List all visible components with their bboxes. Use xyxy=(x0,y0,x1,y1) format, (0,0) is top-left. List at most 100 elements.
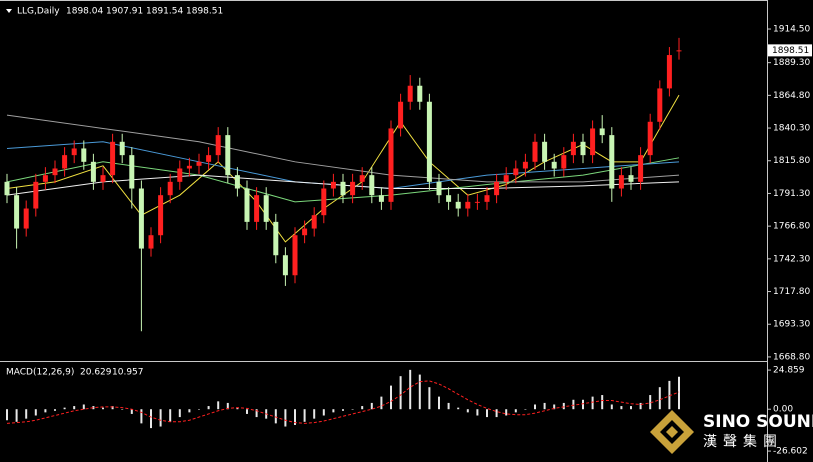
macd-bar xyxy=(6,409,8,421)
macd-title: MACD(12,26,9) xyxy=(6,368,74,378)
y-tick-label: 1668.80 xyxy=(773,352,810,362)
macd-bar xyxy=(332,409,335,413)
macd-bar xyxy=(54,409,56,411)
macd-bar xyxy=(658,387,661,410)
macd-bar xyxy=(15,409,18,422)
candle-body xyxy=(369,175,375,196)
y-tick-label: -26.602 xyxy=(773,447,808,457)
y-tick-label: 1840.30 xyxy=(773,124,810,134)
candle-body xyxy=(388,128,394,202)
candle-body xyxy=(129,155,135,189)
candle-body xyxy=(446,195,452,202)
macd-bar xyxy=(591,396,594,410)
candle-body xyxy=(215,135,221,156)
macd-bar xyxy=(495,409,498,418)
macd-bar xyxy=(130,409,133,414)
macd-bar xyxy=(322,409,325,416)
candle-body xyxy=(561,155,567,169)
macd-bar xyxy=(159,409,162,427)
macd-bar xyxy=(649,395,652,410)
candle-body xyxy=(138,188,144,249)
candle-body xyxy=(551,161,557,169)
macd-bar xyxy=(543,402,546,410)
y-tick-label: 1791.30 xyxy=(773,189,810,199)
candle-body xyxy=(484,195,490,202)
macd-bar xyxy=(476,409,479,416)
macd-bar xyxy=(466,409,469,413)
candle-body xyxy=(657,88,663,122)
macd-bar xyxy=(246,409,248,414)
macd-bar xyxy=(351,409,354,410)
candle-body xyxy=(436,181,442,196)
candle-body xyxy=(186,165,192,169)
candle-body xyxy=(455,201,461,209)
chart-title: LLG,Daily xyxy=(17,7,60,17)
candle-body xyxy=(148,235,154,249)
y-tick-label: 1742.30 xyxy=(773,254,810,264)
macd-bar xyxy=(82,404,85,410)
candle-body xyxy=(666,55,672,89)
y-tick-label: 1864.80 xyxy=(773,91,810,101)
macd-bar xyxy=(486,409,488,418)
y-tick-label: 24.859 xyxy=(773,366,805,376)
macd-bar xyxy=(226,402,229,410)
signal-value: 10.957 xyxy=(112,368,144,378)
macd-bar xyxy=(217,401,220,410)
macd-bar xyxy=(514,409,517,413)
open-value: 1898.04 xyxy=(66,7,103,17)
candle-body xyxy=(618,175,624,189)
candle-body xyxy=(494,181,500,196)
candle-body xyxy=(465,201,471,209)
macd-bar xyxy=(169,409,172,422)
candle-body xyxy=(206,155,212,162)
candle-body xyxy=(90,161,96,182)
candle-body xyxy=(273,221,279,256)
collapse-icon xyxy=(6,9,12,13)
candle-body xyxy=(158,195,164,236)
macd-bar xyxy=(25,409,28,419)
macd-bar xyxy=(361,406,364,410)
macd-bar xyxy=(409,369,412,410)
macd-value: 20.629 xyxy=(80,368,112,378)
candle-body xyxy=(542,141,548,162)
candle-body xyxy=(522,161,528,169)
candle-body xyxy=(311,215,317,229)
macd-bar xyxy=(572,399,575,410)
candle-body xyxy=(359,175,365,182)
y-tick-label: 1889.30 xyxy=(773,58,810,68)
price-label-box xyxy=(768,44,812,57)
macd-bar xyxy=(418,374,421,410)
logo-chinese: 漢聲集團 xyxy=(703,433,783,450)
candle-body xyxy=(532,141,538,162)
candle-body xyxy=(599,128,605,136)
macd-bar xyxy=(601,395,604,410)
y-tick-label: 1693.30 xyxy=(773,320,810,330)
macd-bar xyxy=(236,407,239,410)
high-value: 1907.91 xyxy=(106,7,143,17)
candle-body xyxy=(42,175,48,182)
macd-bar xyxy=(111,406,114,410)
candle-body xyxy=(244,188,250,222)
macd-bar xyxy=(639,402,642,410)
candle-body xyxy=(638,155,644,182)
macd-bar xyxy=(303,409,306,422)
candle-body xyxy=(225,135,231,176)
close-value: 1898.51 xyxy=(186,7,223,17)
candle-body xyxy=(407,85,413,102)
macd-bar xyxy=(150,409,152,429)
macd-bar xyxy=(428,387,431,410)
candle-body xyxy=(282,255,288,276)
y-tick-label: 1914.50 xyxy=(773,25,810,35)
macd-bar xyxy=(630,406,632,410)
macd-bar xyxy=(534,404,536,410)
candle-body xyxy=(302,228,308,236)
macd-bar xyxy=(207,406,210,410)
macd-bar xyxy=(188,409,191,413)
candle-body xyxy=(167,181,173,196)
macd-bar xyxy=(390,385,392,410)
macd-bar xyxy=(63,407,66,410)
macd-bar xyxy=(380,396,383,410)
macd-bar xyxy=(44,409,47,413)
macd-bar xyxy=(524,409,527,410)
